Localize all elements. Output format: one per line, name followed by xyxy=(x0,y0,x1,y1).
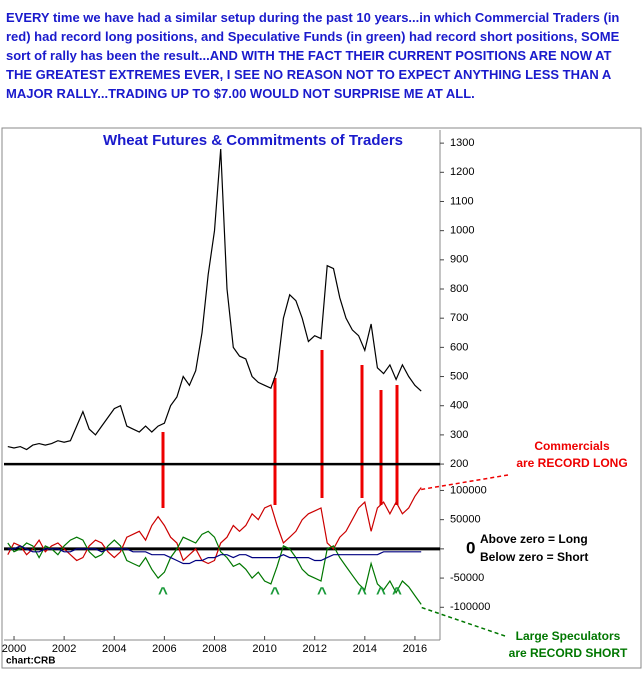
x-tick-label: 2004 xyxy=(102,643,126,655)
annotation: Commercials xyxy=(534,439,610,453)
y-tick-label: 400 xyxy=(450,400,468,412)
caret: ^ xyxy=(392,583,402,602)
x-tick-label: 2014 xyxy=(353,643,377,655)
annotation: Large Speculators xyxy=(516,629,621,643)
y2-tick-label: 0 xyxy=(466,538,475,557)
series-line xyxy=(7,545,422,565)
caret: ^ xyxy=(357,583,367,602)
x-tick-label: 2002 xyxy=(52,643,76,655)
caret: ^ xyxy=(317,583,327,602)
y-tick-label: 200 xyxy=(450,458,468,470)
caret: ^ xyxy=(270,583,280,602)
caret: ^ xyxy=(158,583,168,602)
x-tick-label: 2006 xyxy=(152,643,176,655)
x-tick-label: 2008 xyxy=(202,643,226,655)
arrow xyxy=(417,474,509,491)
chart-title: Wheat Futures & Commitments of Traders xyxy=(103,132,403,149)
commentary: EVERY time we have had a similar setup d… xyxy=(6,10,620,101)
y-tick-label: 300 xyxy=(450,429,468,441)
series-line xyxy=(7,148,422,451)
y2-tick-label: 50000 xyxy=(450,514,481,526)
y-tick-label: 1300 xyxy=(450,137,474,149)
series-line xyxy=(7,487,422,565)
caret: ^ xyxy=(376,583,386,602)
y2-tick-label: 100000 xyxy=(450,484,487,496)
y-tick-label: 1100 xyxy=(450,195,474,207)
y-tick-label: 900 xyxy=(450,254,468,266)
x-tick-label: 2010 xyxy=(252,643,276,655)
x-tick-label: 2012 xyxy=(302,643,326,655)
arrow xyxy=(419,606,506,637)
annotation: Above zero = Long xyxy=(480,532,588,546)
y2-tick-label: -50000 xyxy=(450,572,484,584)
frame xyxy=(1,127,642,669)
y-tick-label: 1200 xyxy=(450,166,474,178)
y-tick-label: 1000 xyxy=(450,225,474,237)
annotation: are RECORD SHORT xyxy=(509,646,628,660)
y-tick-label: 700 xyxy=(450,312,468,324)
x-tick-label: 2016 xyxy=(403,643,427,655)
y-tick-label: 800 xyxy=(450,283,468,295)
y-tick-label: 600 xyxy=(450,341,468,353)
y2-tick-label: -100000 xyxy=(450,601,490,613)
red-markers xyxy=(161,350,399,508)
annotation: Below zero = Short xyxy=(480,550,588,564)
series-line xyxy=(7,530,422,605)
annotation: are RECORD LONG xyxy=(516,456,627,470)
x-tick-label: 2000 xyxy=(2,643,26,655)
y-tick-label: 500 xyxy=(450,370,468,382)
source: chart:CRB xyxy=(6,656,55,667)
